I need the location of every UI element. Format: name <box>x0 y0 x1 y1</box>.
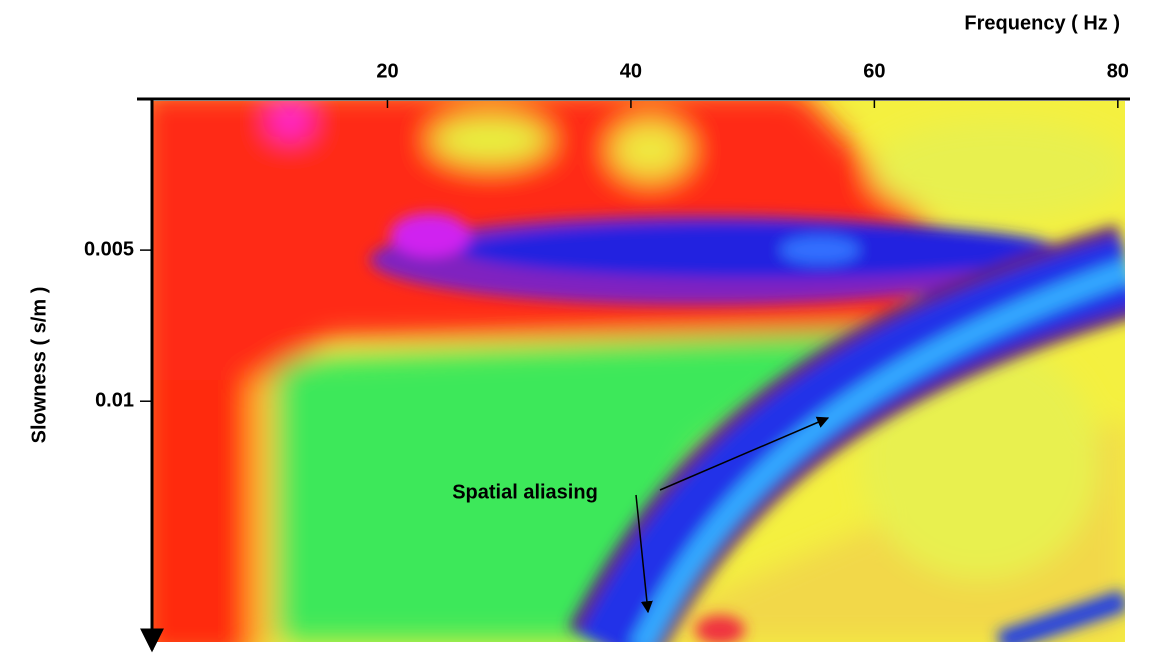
y-axis-label: Slowness ( s/m ) <box>28 287 50 444</box>
annotation: Spatial aliasing <box>452 481 598 503</box>
x-axis-label: Frequency ( Hz ) <box>964 12 1120 34</box>
annotation-arrow <box>659 416 830 491</box>
annotation-arrow <box>635 494 653 614</box>
x-tick-label: 60 <box>863 60 885 82</box>
x-tick-label: 80 <box>1107 60 1129 82</box>
heatmap <box>152 101 1125 642</box>
y-tick-label: 0.005 <box>84 238 134 260</box>
x-tick-label: 20 <box>376 60 398 82</box>
x-tick-label: 40 <box>620 60 642 82</box>
y-tick-label: 0.01 <box>95 390 134 412</box>
